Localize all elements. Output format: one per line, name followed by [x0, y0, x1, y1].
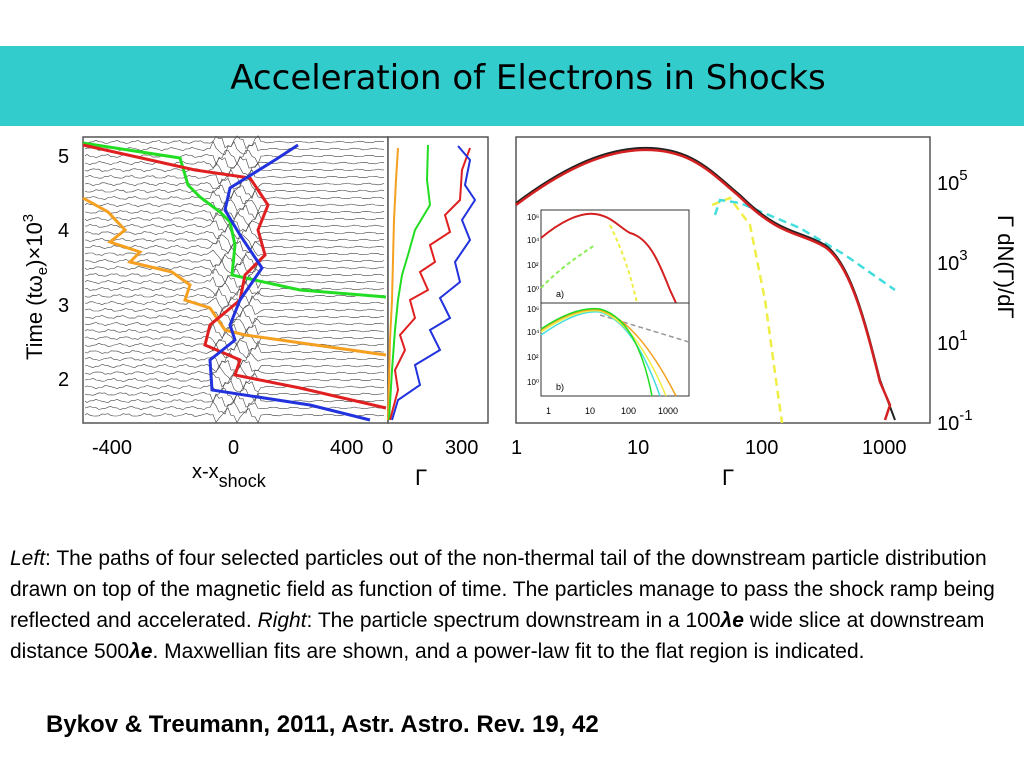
caption-left-label: Left — [10, 547, 46, 570]
mid-xlabel: Γ — [415, 465, 427, 490]
inset-b-ytick: 10⁶ — [527, 305, 539, 314]
field-line — [84, 203, 385, 220]
right-ytick: 101 — [937, 327, 968, 355]
inset-a-ytick: 10⁰ — [527, 285, 539, 294]
title-bar — [0, 46, 1024, 126]
field-line — [84, 184, 385, 200]
field-line — [84, 220, 385, 233]
inset-b-ytick: 10² — [527, 353, 539, 362]
caption-right-text-1: : The particle spectrum downstream in a … — [306, 609, 721, 632]
caption-lambda-1: λe — [720, 609, 744, 632]
caption-left-text: : The paths of four selected particles o… — [10, 547, 995, 632]
ytick-4: 4 — [58, 220, 69, 242]
inset-b-label: b) — [556, 382, 564, 392]
field-line — [84, 365, 385, 381]
caption-right-label: Right — [257, 609, 307, 632]
inset-b-xtick: 10 — [585, 406, 595, 416]
ytick-2: 2 — [58, 369, 69, 391]
field-line — [84, 288, 385, 305]
field-line — [84, 135, 385, 150]
inset-a-ytick: 10⁴ — [527, 236, 540, 245]
field-line — [84, 274, 385, 289]
powerlaw-fit — [713, 198, 896, 292]
caption-right-text-2: wide slice at downstream distance 500 — [10, 609, 985, 663]
figure-caption: Left: The paths of four selected particl… — [10, 543, 1015, 667]
middle-orange-line — [387, 147, 399, 421]
inset-b-curve-orange — [540, 308, 677, 397]
right-xtick-100: 100 — [745, 437, 778, 459]
inset-a-ytick: 10⁶ — [527, 213, 539, 222]
maxwellian-fit-1 — [711, 196, 784, 424]
left-ylabel: Time (tωe)×103 — [20, 214, 51, 360]
inset-b-xtick: 100 — [621, 406, 636, 416]
middle-red-line — [389, 147, 471, 421]
inset-b-curve-cyan — [540, 310, 661, 397]
field-line — [84, 162, 385, 178]
field-line — [84, 407, 384, 424]
field-line — [84, 210, 385, 227]
middle-panel: 0 300 Γ — [382, 136, 489, 490]
mid-xtick-0: 0 — [382, 437, 393, 459]
xtick-0: 0 — [228, 437, 239, 459]
ytick-3: 3 — [58, 295, 69, 317]
inset-a: 10⁶ 10⁴ 10² 10⁰ a) — [527, 209, 690, 304]
inset-a-ytick: 10² — [527, 261, 539, 270]
right-xtick-1000: 1000 — [862, 437, 907, 459]
ytick-5: 5 — [58, 146, 69, 168]
right-ylabel: Γ dN(Γ)/dΓ — [993, 215, 1018, 319]
field-line — [84, 392, 385, 408]
field-line — [84, 343, 385, 359]
spectrum-curve — [515, 148, 892, 421]
field-line — [84, 155, 385, 169]
field-line — [84, 295, 384, 310]
xtick-400: 400 — [330, 437, 363, 459]
field-line — [84, 199, 385, 213]
field-line — [84, 339, 385, 353]
right-ytick: 105 — [937, 167, 968, 195]
caption-right-text-3: . Maxwellian fits are shown, and a power… — [152, 640, 865, 663]
caption-lambda-2: λe — [129, 640, 153, 663]
field-line — [84, 317, 385, 332]
right-xtick-10: 10 — [627, 437, 649, 459]
trajectory-orange — [82, 196, 387, 357]
inset-b-ytick: 10⁰ — [527, 378, 539, 387]
mid-xtick-300: 300 — [445, 437, 478, 459]
field-line — [84, 359, 385, 373]
reference-citation: Bykov & Treumann, 2011, Astr. Astro. Rev… — [46, 711, 599, 738]
left-xlabel: x-xshock — [192, 461, 267, 491]
trajectory-blue — [208, 143, 371, 422]
field-line — [84, 380, 385, 393]
xtick-minus-400: -400 — [92, 437, 132, 459]
left-panel: 5 4 3 2 -400 0 400 Time (tωe)×103 x-xsho… — [20, 135, 389, 491]
inset-b-ytick: 10⁴ — [527, 328, 540, 337]
right-xlabel: Γ — [722, 465, 734, 490]
trajectory-red — [82, 143, 387, 410]
right-ytick: 10-1 — [937, 407, 973, 435]
right-xtick-1: 1 — [511, 437, 522, 459]
inset-b-xtick: 1 — [546, 406, 551, 416]
inset-b-curve-green — [540, 307, 653, 397]
inset-b-curve-yellow — [540, 309, 667, 397]
inset-a-maxwell — [609, 224, 638, 304]
inset-b-xtick: 1000 — [658, 406, 678, 416]
inset-a-label: a) — [556, 289, 564, 299]
field-line — [84, 401, 385, 415]
right-ytick: 103 — [937, 247, 968, 275]
field-line — [84, 140, 385, 155]
slide-title: Acceleration of Electrons in Shocks — [230, 58, 826, 98]
inset-a-spectrum — [540, 212, 677, 304]
field-line — [84, 308, 385, 324]
inset-a-powerlaw — [540, 244, 596, 289]
field-line — [84, 189, 385, 205]
right-panel: 10⁶ 10⁴ 10² 10⁰ a) 10⁶ 10⁴ 10² 10⁰ b) 1 … — [511, 136, 1018, 490]
trajectory-green — [82, 141, 387, 299]
field-line — [84, 322, 385, 339]
field-line — [84, 260, 385, 275]
inset-b: 10⁶ 10⁴ 10² 10⁰ b) 1 10 100 1000 — [527, 302, 690, 416]
field-line — [84, 281, 385, 297]
middle-blue-line — [391, 145, 477, 421]
field-line — [84, 177, 385, 191]
middle-green-line — [388, 144, 432, 421]
figure: 5 4 3 2 -400 0 400 Time (tωe)×103 x-xsho… — [20, 135, 1018, 491]
